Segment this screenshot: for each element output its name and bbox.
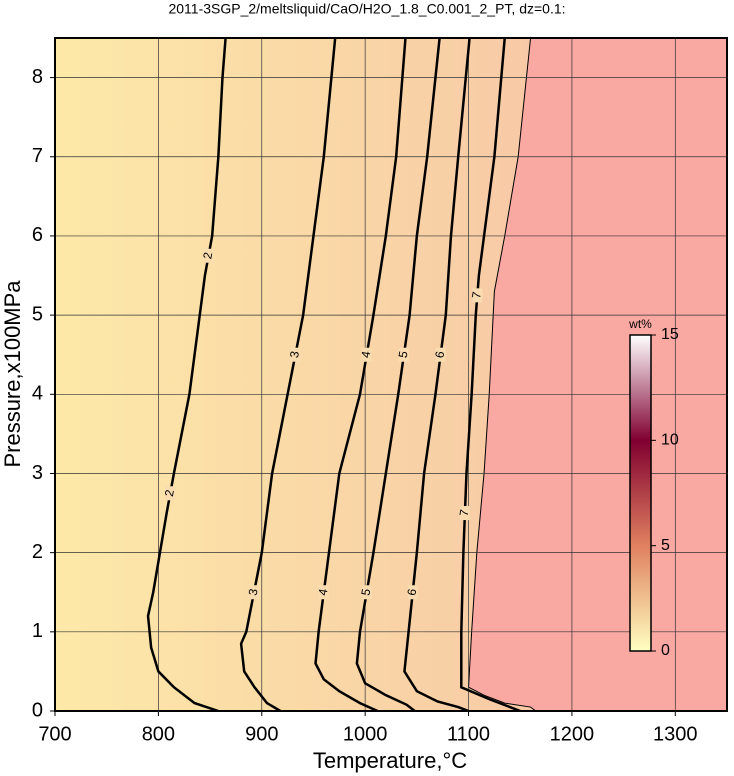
- contour-line: [314, 38, 407, 711]
- y-tick-label: 5: [32, 303, 43, 325]
- x-tick-label: 700: [38, 723, 71, 745]
- contour-label: 6: [432, 350, 447, 359]
- x-tick-label: 1300: [653, 723, 698, 745]
- y-tick-label: 2: [32, 541, 43, 563]
- y-tick-label: 4: [32, 383, 43, 405]
- y-tick-label: 1: [32, 620, 43, 642]
- contour-label-bg: [290, 347, 301, 362]
- contour-label: 4: [358, 350, 373, 359]
- contour-label-bg: [318, 585, 329, 600]
- y-tick-label: 3: [32, 462, 43, 484]
- contour-label-bg: [472, 288, 483, 303]
- contour-label: 4: [316, 587, 331, 596]
- contour-line: [403, 38, 471, 711]
- contour-line: [460, 38, 521, 711]
- x-axis-label: Temperature,°C: [313, 748, 467, 773]
- frame: [54, 37, 728, 712]
- contour-label: 5: [358, 587, 373, 596]
- x-tick-label: 900: [245, 723, 278, 745]
- y-tick-label: 0: [32, 699, 43, 721]
- y-tick-label: 8: [32, 66, 43, 88]
- contour-label: 3: [246, 587, 261, 596]
- colorbar-label: wt%: [628, 317, 652, 331]
- colorbar: [629, 334, 652, 652]
- colorbar-tick-label: 5: [661, 537, 670, 554]
- y-axis-label: Pressure,x100MPa: [0, 280, 25, 468]
- contour-line: [355, 38, 441, 711]
- plot-area: 2 2 3 3 4 4 5 5 6 6 7 7: [55, 38, 727, 711]
- colorbar-tick-label: 0: [661, 642, 670, 659]
- melt-region: [468, 38, 727, 711]
- contour-label-bg: [398, 347, 409, 362]
- contour-label-bg: [249, 585, 260, 600]
- contour-label: 2: [200, 251, 215, 260]
- contour-label: 5: [396, 350, 411, 359]
- contour-label: 7: [457, 508, 472, 517]
- contour-label: 3: [287, 350, 302, 359]
- contour-label-bg: [459, 506, 470, 521]
- contour-label: 6: [404, 587, 419, 596]
- x-tick-label: 1000: [343, 723, 388, 745]
- contour-label: 7: [469, 290, 484, 299]
- chart-title: 2011-3SGP_2/meltsliquid/CaO/H2O_1.8_C0.0…: [168, 1, 565, 17]
- contour-label-bg: [203, 248, 214, 263]
- colorbar-tick-label: 10: [661, 432, 679, 449]
- contour-line: [239, 38, 337, 711]
- x-tick-label: 1100: [447, 723, 490, 745]
- contour-label-bg: [361, 585, 372, 600]
- y-tick-label: 6: [32, 224, 43, 246]
- contour-label-bg: [165, 486, 176, 501]
- contour-label-bg: [361, 347, 372, 362]
- x-tick-label: 800: [142, 723, 175, 745]
- x-tick-label: 1200: [550, 723, 595, 745]
- contour-line: [146, 38, 227, 711]
- colorbar-tick-label: 15: [661, 326, 679, 343]
- y-tick-label: 7: [32, 145, 43, 167]
- contour-label-bg: [407, 585, 418, 600]
- contour-label-bg: [435, 347, 446, 362]
- contour-label: 2: [162, 488, 177, 497]
